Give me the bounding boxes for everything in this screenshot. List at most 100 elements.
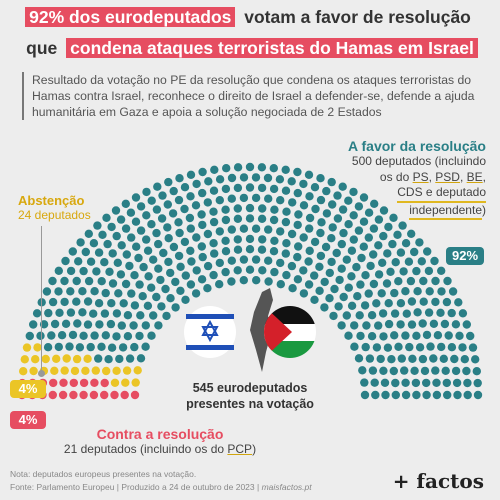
seat-favor <box>74 257 83 266</box>
seat-favor <box>462 366 471 376</box>
seat-favor <box>359 217 369 226</box>
seat-favor <box>197 275 207 284</box>
seat-favor <box>239 193 249 203</box>
seat-favor <box>221 247 231 256</box>
seat-favor <box>359 242 368 251</box>
seat-favor <box>147 220 156 229</box>
seat-favor <box>180 237 190 247</box>
seat-favor <box>135 331 144 341</box>
favor-title: A favor da resolução <box>348 138 486 154</box>
seat-favor <box>257 183 267 193</box>
seat-favor <box>233 183 243 193</box>
seat-favor <box>401 287 410 296</box>
seat-favor <box>191 289 201 298</box>
seat-favor <box>78 308 87 317</box>
seat-favor <box>48 297 58 307</box>
seat-favor <box>47 331 56 340</box>
seat-favor <box>147 331 156 340</box>
seat-favor <box>251 255 261 264</box>
seat-favor <box>209 270 218 280</box>
seat-favor <box>98 230 107 239</box>
seat-favor <box>390 288 399 298</box>
seat-favor <box>112 231 121 241</box>
seat-favor <box>113 258 123 267</box>
seat-favor <box>221 215 231 225</box>
seat-favor <box>437 287 446 296</box>
seat-favor <box>349 211 358 220</box>
seat-favor <box>361 271 370 280</box>
seat-favor <box>143 301 153 310</box>
seat-favor <box>281 165 290 174</box>
sep: , <box>428 169 436 184</box>
seat-favor <box>95 320 104 329</box>
seat-favor <box>347 246 357 255</box>
abstention-label: Abstenção 24 deputados <box>18 193 91 222</box>
favor-sub3: CDS e deputado <box>316 185 486 203</box>
seat-favor <box>325 294 334 303</box>
abstention-leader-dot <box>38 370 45 377</box>
seat-favor <box>251 193 261 203</box>
seat-favor <box>384 222 393 232</box>
seat-abstention <box>112 366 121 375</box>
abstention-percent-badge: 4% <box>10 380 46 398</box>
seat-favor <box>166 268 175 278</box>
seat-favor <box>374 241 383 250</box>
seat-favor <box>429 319 439 328</box>
seat-favor <box>458 343 467 352</box>
seat-favor <box>192 233 201 242</box>
seat-favor <box>328 223 337 232</box>
seat-favor <box>342 311 351 320</box>
seat-favor <box>252 276 261 285</box>
seat-favor <box>466 331 475 341</box>
seat-favor <box>383 343 393 352</box>
seat-favor <box>407 320 417 329</box>
seat-favor <box>269 215 279 225</box>
seat-favor <box>418 354 428 364</box>
seat-against <box>59 378 68 387</box>
seat-favor <box>401 390 411 400</box>
seat-favor <box>125 261 134 271</box>
seat-favor <box>361 342 370 352</box>
seat-favor <box>437 342 446 352</box>
seat-favor <box>339 292 348 302</box>
seat-favor <box>463 390 472 400</box>
seat-favor <box>419 297 428 306</box>
seat-favor <box>50 319 60 329</box>
description: Resultado da votação no PE da resolução … <box>22 72 500 120</box>
seat-favor <box>305 246 314 255</box>
seat-abstention <box>20 355 29 364</box>
seat-favor <box>180 204 189 214</box>
seat-abstention <box>70 366 80 376</box>
seat-favor <box>379 366 388 375</box>
seat-favor <box>394 277 403 286</box>
seat-favor <box>299 289 309 298</box>
seat-favor <box>299 179 308 189</box>
seat-favor <box>372 343 382 352</box>
seat-favor <box>327 257 336 267</box>
seat-favor <box>356 331 365 341</box>
seat-favor <box>468 343 478 352</box>
seat-favor <box>131 193 141 202</box>
seat-favor <box>32 309 42 318</box>
seat-abstention <box>133 366 142 375</box>
seat-abstention <box>50 366 59 375</box>
seat-favor <box>198 220 207 230</box>
seat-favor <box>239 173 249 182</box>
seat-favor <box>360 301 370 310</box>
seat-favor <box>473 378 482 388</box>
seat-favor <box>356 280 365 289</box>
seat-abstention <box>72 354 82 364</box>
seat-favor <box>233 266 242 275</box>
israel-map-icon <box>250 288 273 372</box>
seat-favor <box>420 366 430 376</box>
seat-favor <box>65 342 74 351</box>
seat-favor <box>141 321 150 330</box>
seat-favor <box>186 170 196 179</box>
seat-favor <box>257 214 267 223</box>
title-highlight-1: 92% dos eurodeputados <box>25 7 236 27</box>
seat-favor <box>444 331 453 340</box>
paren-close: ) <box>252 442 257 456</box>
seat-favor <box>117 321 127 330</box>
seat-favor <box>311 204 320 214</box>
seat-favor <box>431 276 440 286</box>
